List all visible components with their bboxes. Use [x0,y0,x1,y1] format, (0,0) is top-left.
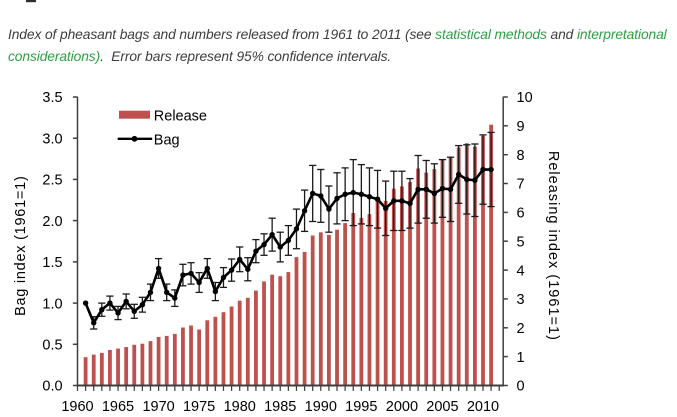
svg-text:1995: 1995 [345,399,377,415]
svg-text:1985: 1985 [264,399,296,415]
svg-text:6: 6 [517,206,525,222]
svg-text:2005: 2005 [426,399,458,415]
svg-text:2010: 2010 [467,399,499,415]
svg-text:Bag: Bag [154,132,180,148]
svg-text:1990: 1990 [305,399,337,415]
svg-text:10: 10 [517,90,533,106]
svg-text:Release: Release [154,108,207,124]
svg-text:3.0: 3.0 [42,131,62,147]
svg-text:8: 8 [517,148,525,164]
svg-text:0.5: 0.5 [42,338,62,354]
svg-text:1980: 1980 [224,399,256,415]
svg-text:9: 9 [517,119,525,135]
svg-text:2.0: 2.0 [42,214,62,230]
svg-text:2.5: 2.5 [42,173,62,189]
svg-text:7: 7 [517,177,525,193]
svg-text:2: 2 [517,321,525,337]
svg-text:1.0: 1.0 [42,296,62,312]
svg-text:Releasing index (1961=1): Releasing index (1961=1) [545,151,561,341]
svg-text:5: 5 [517,234,525,250]
svg-text:1.5: 1.5 [42,255,62,271]
svg-text:1965: 1965 [102,399,134,415]
svg-text:3: 3 [517,292,525,308]
svg-text:0: 0 [517,379,525,395]
svg-text:1970: 1970 [142,399,174,415]
svg-text:1: 1 [517,350,525,366]
svg-text:2000: 2000 [386,399,418,415]
svg-text:0.0: 0.0 [42,379,62,395]
svg-text:3.5: 3.5 [42,90,62,106]
svg-text:1975: 1975 [183,399,215,415]
svg-text:1960: 1960 [61,399,93,415]
svg-text:4: 4 [517,263,525,279]
svg-text:Bag index (1961=1): Bag index (1961=1) [13,175,29,315]
